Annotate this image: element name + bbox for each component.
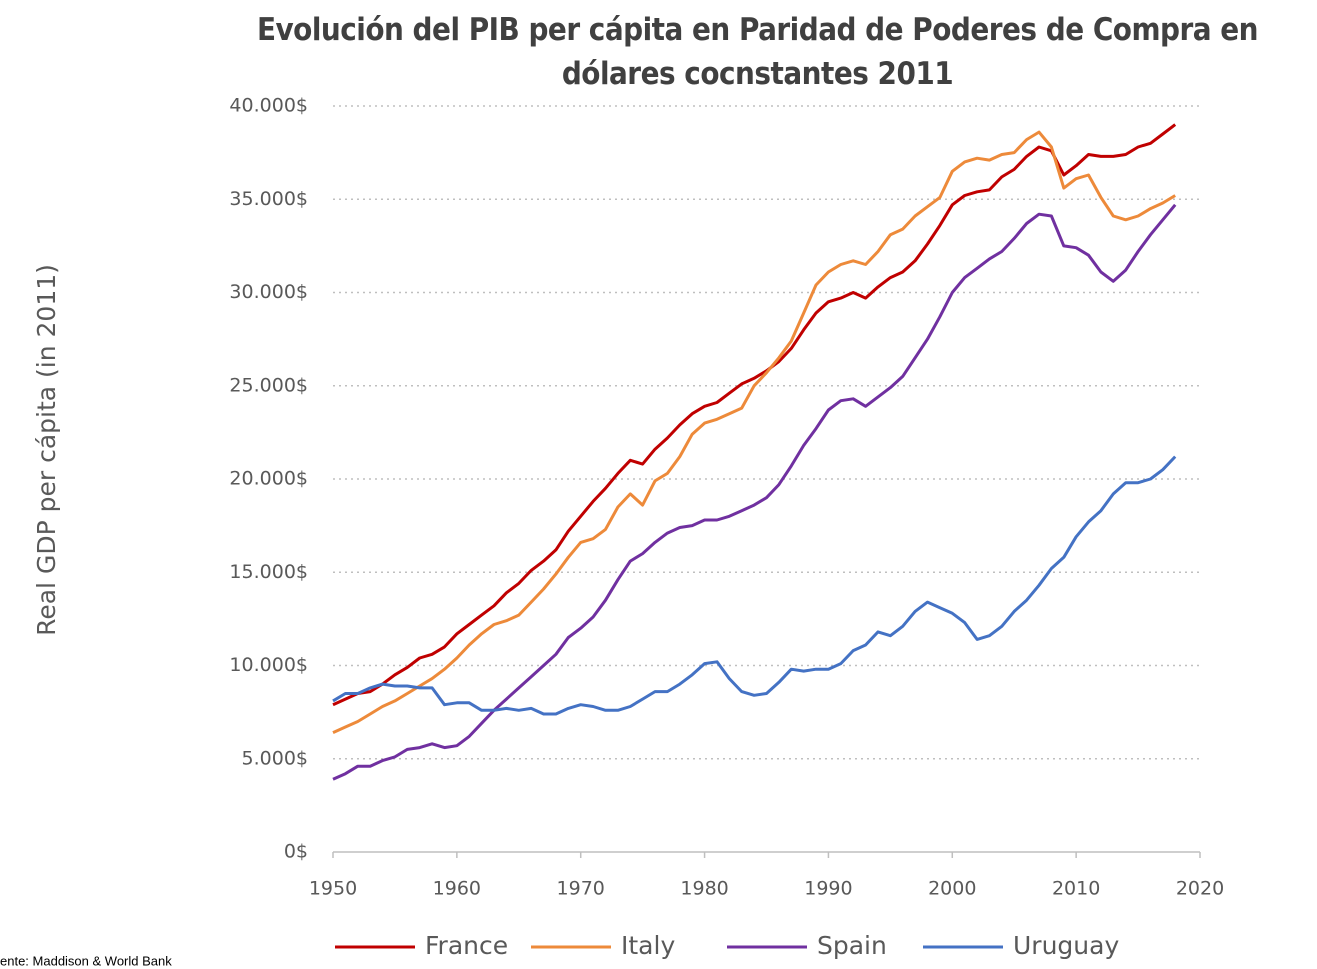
series-line: [332, 130, 1176, 734]
y-tick-label: 20.000$: [229, 468, 308, 490]
y-tick-label: 30.000$: [229, 281, 308, 303]
legend-label: France: [425, 931, 508, 960]
series-line: [332, 455, 1177, 716]
series-line: [332, 123, 1177, 707]
x-tick-label: 1980: [680, 878, 728, 900]
y-axis-label: Real GDP per cápita (in 2011): [32, 264, 61, 636]
chart-title: Evolución del PIB per cápita en Paridad …: [256, 12, 1259, 92]
x-tick-label: 1960: [433, 878, 481, 900]
y-tick-label: 5.000$: [242, 747, 308, 769]
x-tick-label: 2020: [1176, 878, 1224, 900]
y-tick-label: 15.000$: [229, 561, 308, 583]
x-tick-label: 1970: [557, 878, 605, 900]
x-tick-label: 1990: [804, 878, 852, 900]
x-tick-label: 2010: [1052, 878, 1100, 900]
y-tick-label: 0$: [284, 841, 308, 863]
series-line: [332, 203, 1177, 781]
y-tick-label: 40.000$: [229, 95, 308, 117]
x-tick-label: 2000: [928, 878, 976, 900]
legend-label: Italy: [621, 931, 675, 960]
footnote: ente: Maddison & World Bank: [0, 953, 172, 968]
y-tick-label: 35.000$: [229, 188, 308, 210]
x-tick-label: 1950: [309, 878, 357, 900]
y-tick-label: 10.000$: [229, 654, 308, 676]
legend-label: Uruguay: [1013, 931, 1119, 960]
y-tick-label: 25.000$: [229, 374, 308, 396]
legend-label: Spain: [817, 931, 887, 960]
